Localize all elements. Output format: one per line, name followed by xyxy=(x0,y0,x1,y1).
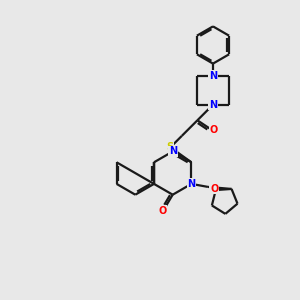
Text: O: O xyxy=(158,206,166,216)
Text: O: O xyxy=(209,125,218,135)
Text: N: N xyxy=(209,100,217,110)
Text: S: S xyxy=(166,142,173,152)
Text: N: N xyxy=(209,71,217,81)
Text: N: N xyxy=(187,179,196,189)
Text: O: O xyxy=(210,184,218,194)
Text: N: N xyxy=(169,146,177,157)
